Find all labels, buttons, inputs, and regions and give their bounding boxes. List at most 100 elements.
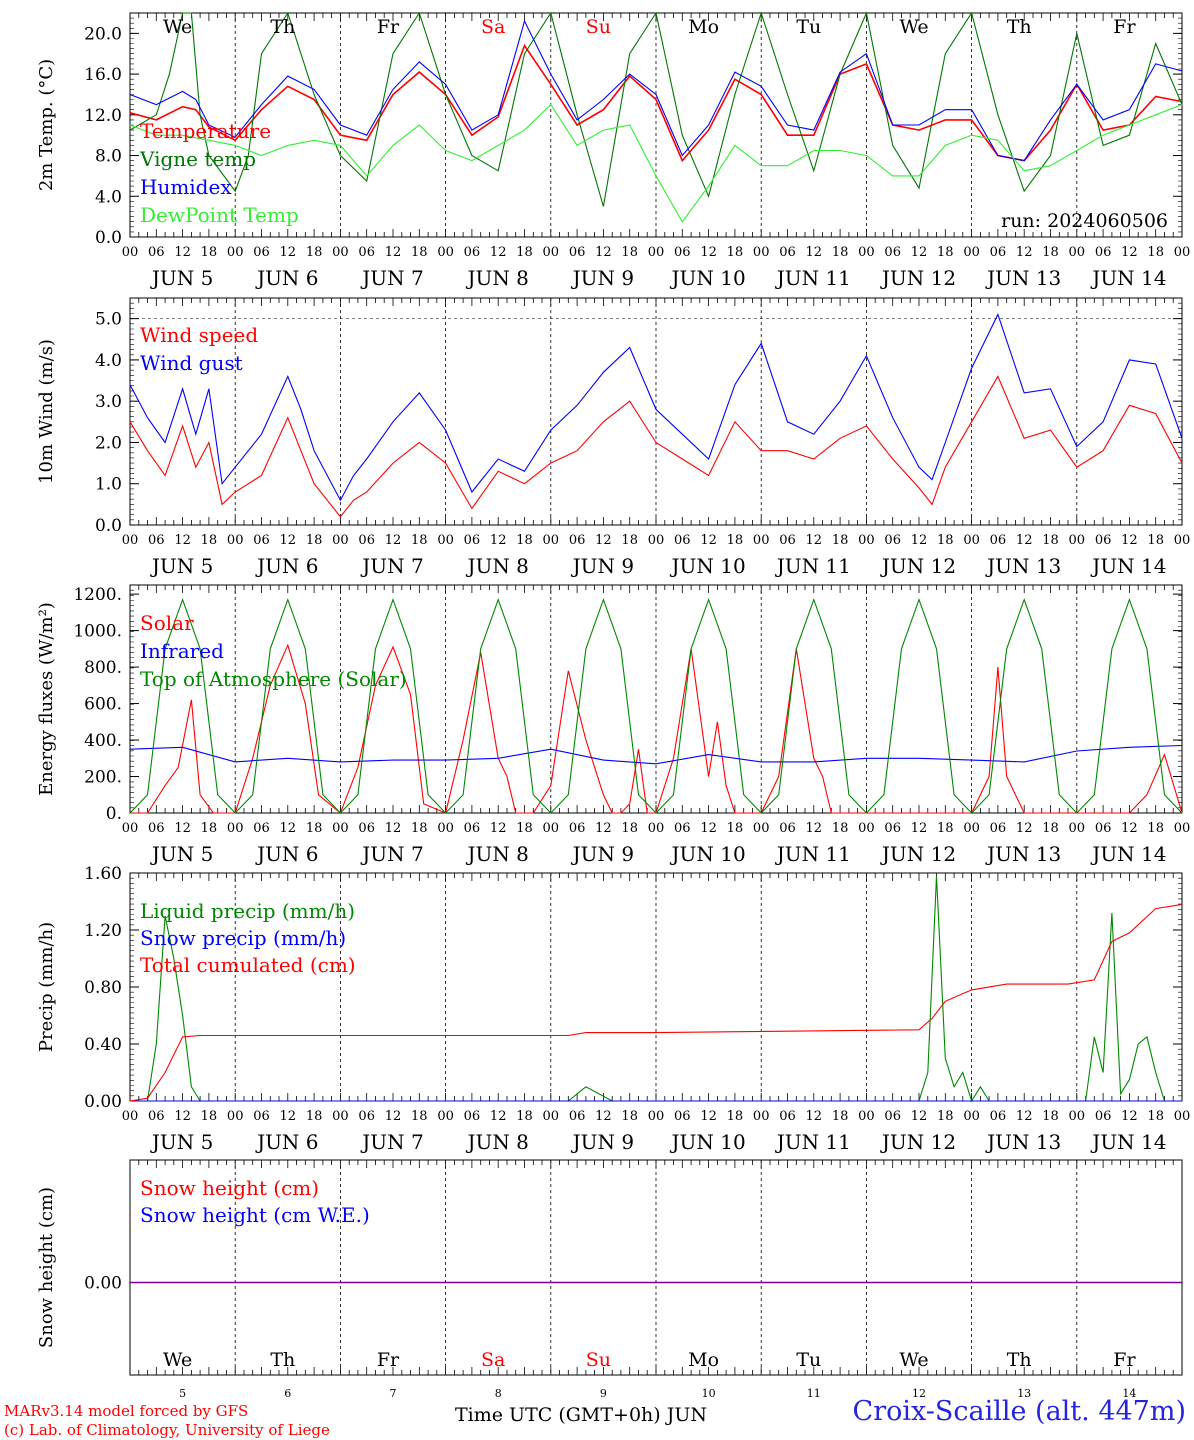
hour-label: 18	[832, 533, 849, 548]
hour-label: 00	[543, 245, 560, 260]
hour-label: 06	[990, 533, 1007, 548]
hour-label: 00	[753, 821, 770, 836]
day-label: JUN 7	[360, 842, 423, 866]
y-axis-label: Energy fluxes (W/m²)	[36, 602, 57, 796]
legend-entry: Snow precip (mm/h)	[140, 926, 346, 950]
weekday-label: Th	[270, 16, 295, 38]
run-label: run: 2024060506	[1001, 210, 1168, 232]
weekday-label: Sa	[481, 16, 505, 38]
hour-label: 18	[516, 245, 533, 260]
day-number: 6	[284, 1387, 291, 1400]
hour-label: 18	[727, 1109, 744, 1124]
hour-label: 00	[122, 533, 139, 548]
y-tick-label: 1000.	[73, 622, 122, 642]
hour-label: 18	[306, 245, 323, 260]
day-label: JUN 10	[670, 842, 746, 866]
x-ticks	[129, 13, 1183, 237]
day-label: JUN 11	[775, 554, 851, 578]
hour-label: 12	[595, 533, 612, 548]
y-tick-label: 0.80	[84, 978, 122, 998]
hour-label: 06	[148, 533, 165, 548]
day-label: JUN 11	[775, 266, 851, 290]
weekday-label: Fr	[377, 1349, 400, 1371]
day-label: JUN 10	[670, 554, 746, 578]
day-number: 8	[495, 1387, 502, 1400]
day-label: JUN 14	[1090, 1130, 1166, 1154]
hour-label: 18	[306, 821, 323, 836]
hour-label: 00	[543, 533, 560, 548]
hour-label: 00	[648, 245, 665, 260]
y-tick-label: 1200.	[73, 585, 122, 605]
hour-label: 12	[700, 1109, 717, 1124]
hour-label: 06	[464, 245, 481, 260]
hour-label: 06	[884, 821, 901, 836]
hour-label: 00	[1174, 821, 1191, 836]
day-label: JUN 9	[571, 266, 634, 290]
hour-label: 18	[937, 821, 954, 836]
hour-label: 12	[1121, 821, 1138, 836]
hour-label: 00	[332, 245, 349, 260]
hour-label: 18	[937, 533, 954, 548]
hour-label: 12	[595, 821, 612, 836]
hour-label: 12	[1121, 1109, 1138, 1124]
y-tick-label: 200.	[84, 768, 122, 788]
day-label: JUN 10	[670, 266, 746, 290]
hour-label: 06	[358, 533, 375, 548]
panel-4: 0.00 0.40 0.80 1.20 1.60 Precip (mm/h) Liquid …	[36, 864, 1190, 1154]
hour-label: 00	[437, 245, 454, 260]
hour-label: 00	[1174, 1109, 1191, 1124]
weekday-label: We	[163, 16, 192, 38]
day-label: JUN 7	[360, 266, 423, 290]
y-tick-label: 4.0	[95, 187, 122, 207]
hour-label: 00	[753, 533, 770, 548]
hour-label: 06	[674, 1109, 691, 1124]
hour-label: 06	[569, 533, 586, 548]
day-label: JUN 8	[465, 554, 528, 578]
day-label: JUN 12	[880, 266, 956, 290]
hour-label: 00	[858, 1109, 875, 1124]
hour-label: 12	[595, 1109, 612, 1124]
hour-label: 12	[280, 533, 297, 548]
series-line-2	[129, 744, 1183, 765]
weekday-label: Mo	[688, 1349, 719, 1371]
day-label: JUN 7	[360, 1130, 423, 1154]
hour-label: 06	[884, 1109, 901, 1124]
hour-label: 18	[621, 533, 638, 548]
hour-label: 18	[411, 533, 428, 548]
hour-label: 00	[332, 821, 349, 836]
day-label: JUN 14	[1090, 554, 1166, 578]
hour-label: 06	[779, 821, 796, 836]
hour-label: 12	[1016, 821, 1033, 836]
day-label: JUN 5	[150, 266, 213, 290]
hour-label: 00	[227, 245, 244, 260]
series-line-1	[130, 875, 1182, 1103]
legend-entry: Total cumulated (cm)	[140, 953, 356, 977]
hour-label: 00	[332, 1109, 349, 1124]
y-tick-label: 12.0	[84, 106, 122, 126]
x-ticks	[129, 298, 1183, 525]
day-label: JUN 9	[571, 842, 634, 866]
credit-line-1: MARv3.14 model forced by GFS	[4, 1402, 249, 1420]
hour-label: 06	[990, 245, 1007, 260]
hour-label: 18	[201, 1109, 218, 1124]
legend-entry: Vigne temp	[139, 147, 256, 171]
weekday-label: Th	[1007, 1349, 1032, 1371]
hour-label: 12	[595, 245, 612, 260]
day-label: JUN 8	[465, 1130, 528, 1154]
day-number: 12	[912, 1387, 926, 1400]
day-number: 7	[390, 1387, 397, 1400]
hour-label: 00	[227, 1109, 244, 1124]
legend-entry: Wind gust	[140, 351, 243, 375]
hour-label: 06	[884, 533, 901, 548]
hour-label: 12	[911, 245, 928, 260]
hour-label: 00	[1069, 533, 1086, 548]
y-tick-label: 0.	[106, 804, 122, 824]
hour-label: 12	[174, 245, 191, 260]
hour-label: 18	[516, 1109, 533, 1124]
hour-label: 06	[990, 821, 1007, 836]
day-label: JUN 14	[1090, 842, 1166, 866]
day-number: 9	[600, 1387, 607, 1400]
hour-label: 06	[148, 1109, 165, 1124]
hour-label: 00	[858, 821, 875, 836]
hour-label: 00	[1069, 1109, 1086, 1124]
